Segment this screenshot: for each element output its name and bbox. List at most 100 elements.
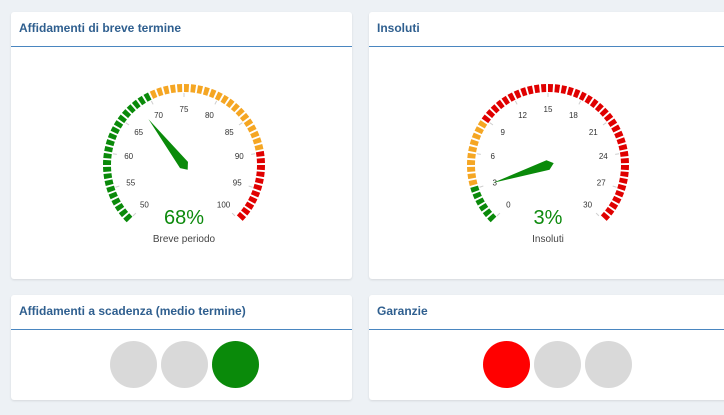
gauge-band-segment xyxy=(477,120,488,129)
gauge-band-segment xyxy=(255,150,265,157)
gauge-tick-label: 6 xyxy=(490,152,495,161)
gauge-band-segment xyxy=(527,85,534,95)
gauge-band-segment xyxy=(104,145,114,153)
gauge-band-segment xyxy=(614,130,624,139)
gauge-band-segment xyxy=(254,144,264,151)
gauge-tick xyxy=(479,185,484,188)
card-short-term-credit: Affidamenti di breve termine 50 55 60 65 70 7… xyxy=(11,12,352,279)
gauge-tick xyxy=(251,153,256,155)
gauge-band-segment xyxy=(131,99,141,110)
gauge-band-segment xyxy=(584,94,593,105)
light-red xyxy=(110,341,157,388)
gauge-band-segment xyxy=(250,130,260,139)
gauge-band-segment xyxy=(468,145,478,153)
gauge-tick-label: 50 xyxy=(140,201,149,210)
light-green xyxy=(585,341,632,388)
gauge-band-segment xyxy=(468,179,478,186)
gauge-tick-label: 12 xyxy=(518,111,527,120)
gauge-band-segment xyxy=(520,87,528,97)
gauge-band-segment xyxy=(176,84,183,93)
gauge-band-segment xyxy=(485,109,496,119)
gauge-band-segment xyxy=(156,87,164,97)
gauge-band-segment xyxy=(123,213,133,223)
gauge-needle xyxy=(148,119,188,170)
gauge-band-segment xyxy=(589,98,599,108)
gauge-band-segment xyxy=(471,132,482,141)
gauge-band-segment xyxy=(252,137,262,145)
gauge-band-segment xyxy=(618,144,628,151)
gauge-band-segment xyxy=(110,126,120,135)
gauge-band-segment xyxy=(616,137,626,145)
card-medium-term-credit: Affidamenti a scadenza (medio termine) xyxy=(11,295,352,400)
gauge-band-segment xyxy=(202,86,210,96)
gauge-band-segment xyxy=(220,94,229,105)
gauge-band-segment xyxy=(103,152,112,159)
light-green xyxy=(212,341,259,388)
gauge-band-segment xyxy=(114,203,125,212)
gauge-tick-label: 27 xyxy=(597,178,606,187)
gauge-band-segment xyxy=(467,173,477,180)
gauge-band-segment xyxy=(111,197,121,206)
gauge-tick-label: 65 xyxy=(134,128,143,137)
gauge-band-segment xyxy=(105,139,115,147)
gauge-band-segment xyxy=(241,206,251,216)
gauge-tick-label: 55 xyxy=(126,178,135,187)
gauge-tick-label: 3 xyxy=(493,178,498,187)
gauge-band-segment xyxy=(572,88,581,99)
gauge-band-segment xyxy=(244,201,255,210)
gauge-tick-label: 80 xyxy=(205,111,214,120)
gauge-band-segment xyxy=(490,104,500,114)
traffic-light xyxy=(369,341,724,389)
gauge-value: 68% xyxy=(163,207,205,229)
traffic-light xyxy=(11,341,352,389)
gauge-band-segment xyxy=(118,208,129,218)
gauge-band-segment xyxy=(560,85,568,95)
gauge-tick-label: 90 xyxy=(235,152,244,161)
gauge-short-term: 50 55 60 65 70 75 80 85 90 95 100 xyxy=(103,84,265,223)
gauge-band-segment xyxy=(474,126,484,135)
gauge-band-segment xyxy=(594,102,604,113)
gauge-band-segment xyxy=(554,84,561,93)
gauge-tick xyxy=(231,212,236,217)
gauge-band-segment xyxy=(620,157,629,164)
gauge-band-segment xyxy=(108,191,118,200)
gauge-band-segment xyxy=(230,102,240,113)
gauge-band-segment xyxy=(467,159,476,165)
gauge-band-segment xyxy=(117,114,127,124)
gauge-band-segment xyxy=(254,177,264,185)
light-yellow xyxy=(161,341,208,388)
gauge-band-segment xyxy=(507,92,516,102)
gauge-tick-label: 18 xyxy=(569,111,578,120)
gauge-tick-label: 0 xyxy=(506,201,511,210)
gauge-band-segment xyxy=(612,195,622,204)
gauge-band-segment xyxy=(478,203,489,212)
gauge-band-segment xyxy=(103,159,112,165)
gauge-band-segment xyxy=(470,185,480,193)
gauge-tick-label: 9 xyxy=(500,128,505,137)
gauge-band-segment xyxy=(614,189,625,198)
gauge-band-segment xyxy=(605,206,615,216)
gauge-band-segment xyxy=(235,107,245,117)
gauge-tick xyxy=(125,122,130,126)
gauge-band-segment xyxy=(599,107,609,117)
gauge-band-segment xyxy=(126,104,136,114)
gauge-band-segment xyxy=(467,166,476,173)
gauge-tick xyxy=(595,212,600,217)
gauge-band-segment xyxy=(184,84,190,93)
gauge-band-segment xyxy=(121,109,132,119)
gauge-tick xyxy=(496,212,501,217)
gauge-band-segment xyxy=(619,150,629,157)
gauge-needle xyxy=(492,160,554,183)
gauge-band-segment xyxy=(611,124,621,133)
gauge-band-segment xyxy=(608,201,619,210)
gauge-tick-label: 70 xyxy=(154,111,163,120)
gauge-tick-label: 75 xyxy=(180,105,189,114)
gauge-band-segment xyxy=(236,211,247,221)
gauge-band-segment xyxy=(243,118,254,127)
gauge-tick xyxy=(489,122,494,126)
gauge-band-segment xyxy=(256,165,265,171)
gauge-band-segment xyxy=(487,213,497,223)
gauge-band-segment xyxy=(214,91,223,101)
gauge-band-segment xyxy=(107,132,118,141)
gauge-band-segment xyxy=(256,157,265,164)
